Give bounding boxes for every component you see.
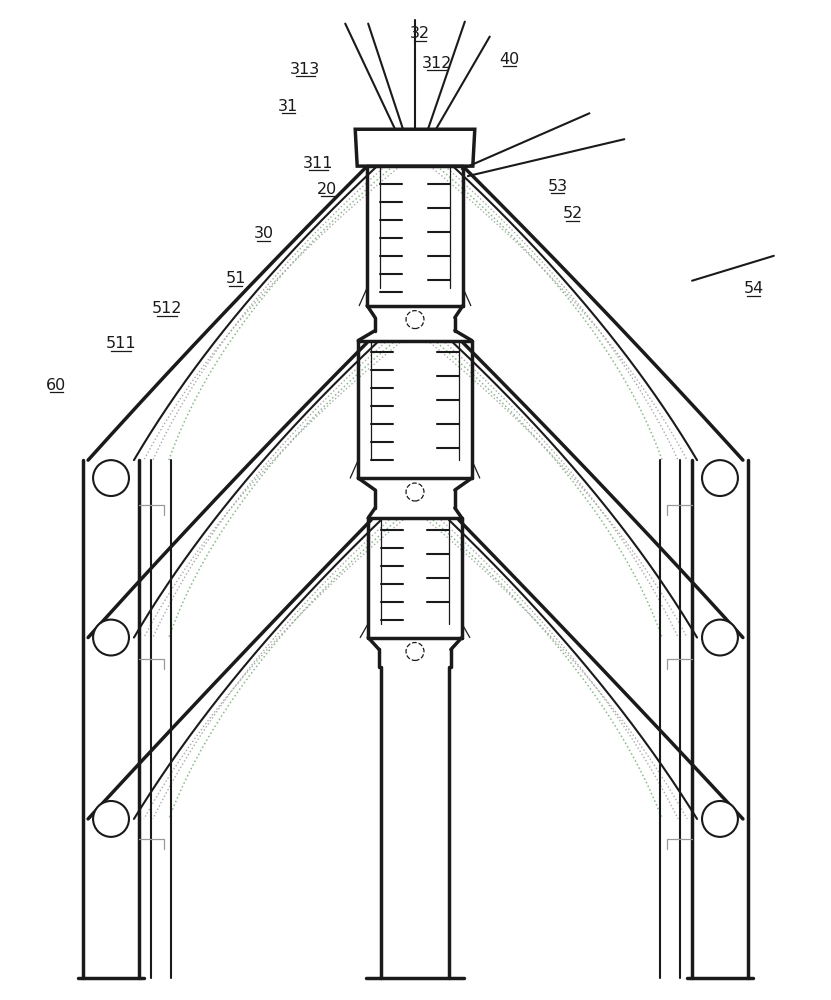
Text: 52: 52 [563,206,583,221]
Text: 32: 32 [410,26,430,41]
Circle shape [406,483,424,501]
Text: 312: 312 [422,56,452,71]
Text: 31: 31 [278,99,298,114]
Circle shape [702,620,738,655]
Circle shape [93,801,129,837]
Circle shape [702,460,738,496]
Circle shape [406,643,424,660]
Text: 51: 51 [225,271,246,286]
Circle shape [702,801,738,837]
Text: 311: 311 [303,156,333,171]
Text: 54: 54 [744,281,764,296]
Text: 313: 313 [290,62,321,77]
Circle shape [93,620,129,655]
Text: 60: 60 [46,378,66,393]
Text: 512: 512 [151,301,182,316]
Text: 40: 40 [499,52,520,67]
Text: 20: 20 [317,182,337,197]
Text: 30: 30 [253,226,273,241]
Text: 53: 53 [548,179,568,194]
Text: 511: 511 [106,336,136,351]
Circle shape [406,311,424,329]
Circle shape [93,460,129,496]
Polygon shape [355,129,475,166]
